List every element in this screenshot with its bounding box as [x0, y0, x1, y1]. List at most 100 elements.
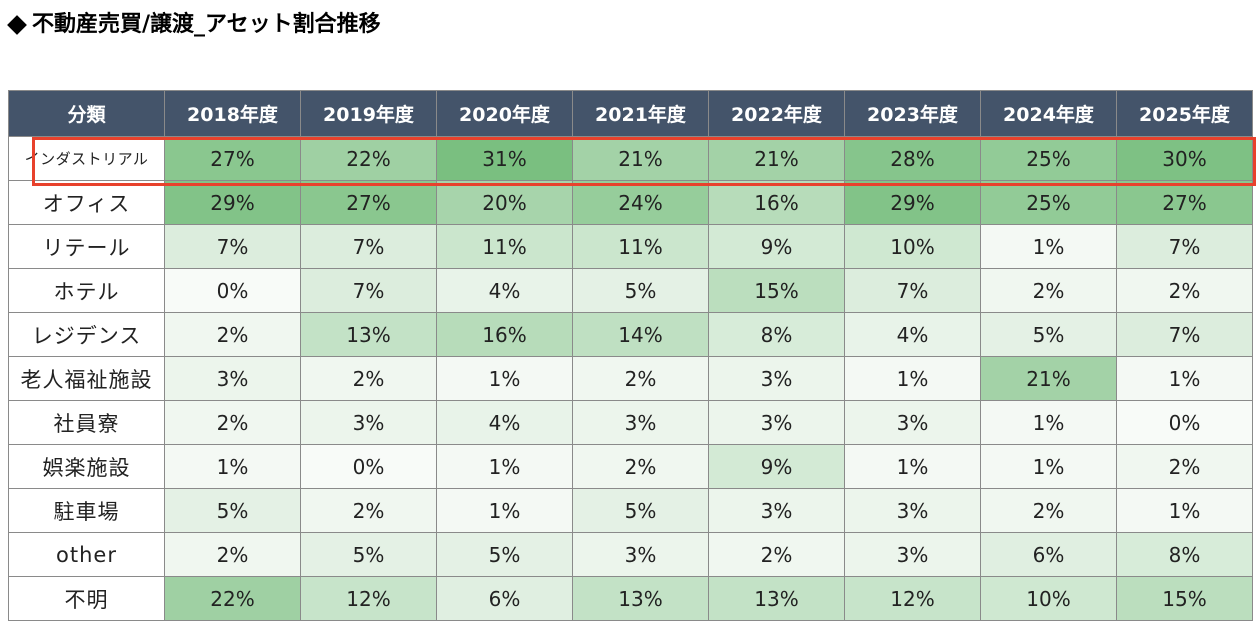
table-header-row: 分類 2018年度 2019年度 2020年度 2021年度 2022年度 2023年度 2… — [8, 90, 1253, 137]
value-cell: 1% — [844, 356, 981, 401]
column-header-0: 2018年度 — [164, 90, 301, 137]
table-row: オフィス 29% 27% 20% 24% 16% 29% 25% 27% — [8, 180, 1253, 225]
value-cell: 1% — [980, 400, 1117, 445]
value-cell: 3% — [844, 488, 981, 533]
value-cell: 28% — [844, 136, 981, 181]
value-cell: 8% — [1116, 532, 1253, 577]
value-cell: 3% — [572, 400, 709, 445]
value-cell: 15% — [1116, 576, 1253, 621]
value-cell: 3% — [300, 400, 437, 445]
value-cell: 2% — [980, 488, 1117, 533]
value-cell: 27% — [164, 136, 301, 181]
value-cell: 5% — [980, 312, 1117, 357]
table-row: リテール 7% 7% 11% 11% 9% 10% 1% 7% — [8, 224, 1253, 269]
value-cell: 25% — [980, 136, 1117, 181]
value-cell: 2% — [1116, 444, 1253, 489]
value-cell: 1% — [436, 444, 573, 489]
row-label: 老人福祉施設 — [8, 356, 165, 401]
value-cell: 22% — [300, 136, 437, 181]
value-cell: 9% — [708, 444, 845, 489]
row-label: ホテル — [8, 268, 165, 313]
row-label: 駐車場 — [8, 488, 165, 533]
value-cell: 4% — [436, 400, 573, 445]
value-cell: 4% — [844, 312, 981, 357]
value-cell: 1% — [164, 444, 301, 489]
column-header-4: 2022年度 — [708, 90, 845, 137]
value-cell: 9% — [708, 224, 845, 269]
value-cell: 2% — [164, 400, 301, 445]
table-row: other 2% 5% 5% 3% 2% 3% 6% 8% — [8, 532, 1253, 577]
column-header-2: 2020年度 — [436, 90, 573, 137]
value-cell: 6% — [980, 532, 1117, 577]
table-row: 老人福祉施設 3% 2% 1% 2% 3% 1% 21% 1% — [8, 356, 1253, 401]
value-cell: 2% — [980, 268, 1117, 313]
value-cell: 0% — [300, 444, 437, 489]
table-row: 不明 22% 12% 6% 13% 13% 12% 10% 15% — [8, 576, 1253, 621]
value-cell: 21% — [572, 136, 709, 181]
value-cell: 3% — [164, 356, 301, 401]
value-cell: 2% — [1116, 268, 1253, 313]
value-cell: 10% — [980, 576, 1117, 621]
value-cell: 25% — [980, 180, 1117, 225]
column-header-5: 2023年度 — [844, 90, 981, 137]
value-cell: 5% — [572, 488, 709, 533]
asset-ratio-table: 分類 2018年度 2019年度 2020年度 2021年度 2022年度 2023年度 2… — [8, 90, 1253, 621]
row-label: インダストリアル — [8, 136, 165, 181]
value-cell: 22% — [164, 576, 301, 621]
value-cell: 7% — [164, 224, 301, 269]
value-cell: 27% — [1116, 180, 1253, 225]
value-cell: 7% — [300, 224, 437, 269]
value-cell: 0% — [164, 268, 301, 313]
value-cell: 1% — [436, 356, 573, 401]
header-label-cell: 分類 — [8, 90, 165, 137]
column-header-3: 2021年度 — [572, 90, 709, 137]
diamond-bullet-icon — [7, 15, 27, 35]
row-label: オフィス — [8, 180, 165, 225]
table-row: インダストリアル 27% 22% 31% 21% 21% 28% 25% 30% — [8, 136, 1253, 181]
value-cell: 8% — [708, 312, 845, 357]
value-cell: 2% — [164, 532, 301, 577]
page-title-text: 不動産売買/譲渡_アセット割合推移 — [32, 12, 381, 37]
value-cell: 29% — [844, 180, 981, 225]
value-cell: 7% — [300, 268, 437, 313]
value-cell: 1% — [980, 444, 1117, 489]
value-cell: 7% — [844, 268, 981, 313]
value-cell: 2% — [708, 532, 845, 577]
column-header-1: 2019年度 — [300, 90, 437, 137]
value-cell: 29% — [164, 180, 301, 225]
row-label: リテール — [8, 224, 165, 269]
column-header-6: 2024年度 — [980, 90, 1117, 137]
value-cell: 2% — [572, 444, 709, 489]
value-cell: 10% — [844, 224, 981, 269]
value-cell: 7% — [1116, 224, 1253, 269]
table-row: 駐車場 5% 2% 1% 5% 3% 3% 2% 1% — [8, 488, 1253, 533]
table-row: 社員寮 2% 3% 4% 3% 3% 3% 1% 0% — [8, 400, 1253, 445]
value-cell: 24% — [572, 180, 709, 225]
value-cell: 13% — [708, 576, 845, 621]
value-cell: 3% — [572, 532, 709, 577]
table-body: インダストリアル 27% 22% 31% 21% 21% 28% 25% 30% オフィス 29% 2… — [8, 136, 1253, 621]
table-row: レジデンス 2% 13% 16% 14% 8% 4% 5% 7% — [8, 312, 1253, 357]
value-cell: 11% — [436, 224, 573, 269]
value-cell: 2% — [572, 356, 709, 401]
value-cell: 27% — [300, 180, 437, 225]
value-cell: 1% — [980, 224, 1117, 269]
value-cell: 13% — [572, 576, 709, 621]
value-cell: 21% — [708, 136, 845, 181]
value-cell: 5% — [300, 532, 437, 577]
value-cell: 21% — [980, 356, 1117, 401]
table-row: 娯楽施設 1% 0% 1% 2% 9% 1% 1% 2% — [8, 444, 1253, 489]
value-cell: 5% — [572, 268, 709, 313]
value-cell: 2% — [300, 356, 437, 401]
row-label: 不明 — [8, 576, 165, 621]
value-cell: 3% — [844, 532, 981, 577]
value-cell: 11% — [572, 224, 709, 269]
value-cell: 5% — [436, 532, 573, 577]
row-label: レジデンス — [8, 312, 165, 357]
page-title: 不動産売買/譲渡_アセット割合推移 — [4, 8, 381, 42]
value-cell: 12% — [300, 576, 437, 621]
value-cell: 1% — [1116, 356, 1253, 401]
value-cell: 1% — [1116, 488, 1253, 533]
value-cell: 0% — [1116, 400, 1253, 445]
value-cell: 3% — [708, 400, 845, 445]
